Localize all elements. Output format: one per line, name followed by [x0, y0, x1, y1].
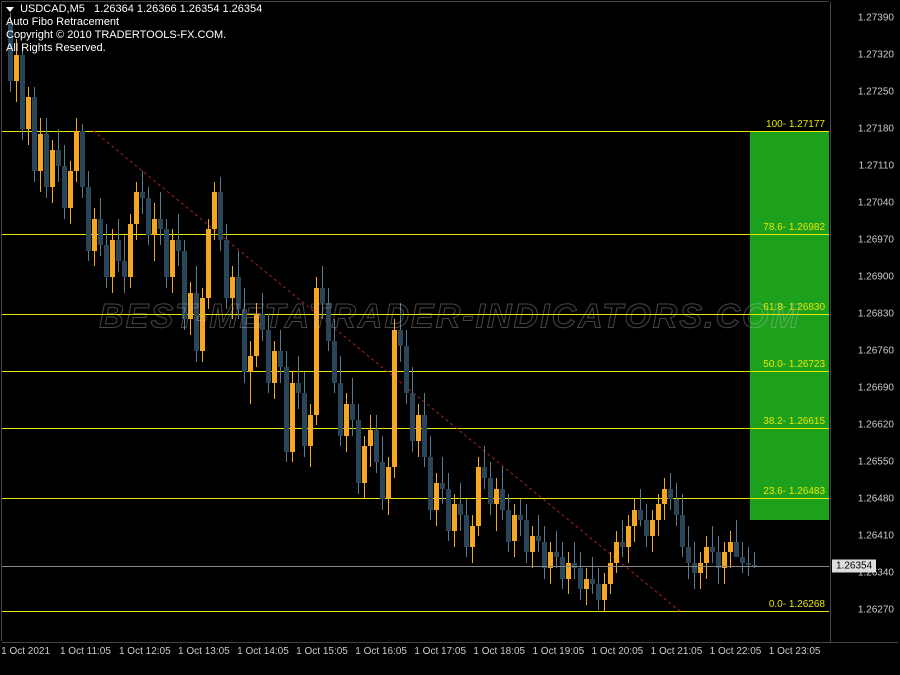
price-axis: 1.27390 1.27320 1.27250 1.27180 1.27110 1.270… [830, 2, 898, 642]
price-tick: 1.27110 [859, 160, 894, 171]
fibo-label-0.0: 0.0- 1.26268 [769, 599, 825, 610]
time-tick: 1 Oct 22:05 [710, 646, 762, 657]
fibo-level-0.0 [2, 611, 829, 612]
symbol-label: USDCAD,M5 [20, 3, 85, 15]
price-tick: 1.26620 [858, 420, 894, 431]
chart-header: USDCAD,M5 1.26364 1.26366 1.26354 1.2635… [6, 3, 262, 55]
current-price-tag: 1.26354 [832, 559, 876, 572]
fibo-level-100 [2, 131, 829, 132]
fibo-label-23.6: 23.6- 1.26483 [763, 485, 825, 496]
time-tick: 1 Oct 15:05 [296, 646, 348, 657]
time-tick: 1 Oct 18:05 [473, 646, 525, 657]
price-tick: 1.26550 [858, 457, 894, 468]
price-tick: 1.27390 [858, 12, 894, 23]
time-tick: 1 Oct 14:05 [237, 646, 289, 657]
time-tick: 1 Oct 2021 [1, 646, 50, 657]
fibo-label-100: 100- 1.27177 [766, 118, 825, 129]
time-tick: 1 Oct 20:05 [592, 646, 644, 657]
fibo-label-61.8: 61.8- 1.26830 [763, 302, 825, 313]
time-tick: 1 Oct 12:05 [119, 646, 171, 657]
fibo-projection-box [750, 131, 829, 521]
fibo-label-38.2: 38.2- 1.26615 [763, 416, 825, 427]
fibo-level-23.6 [2, 498, 829, 499]
price-tick: 1.26830 [858, 309, 894, 320]
price-tick: 1.26690 [858, 383, 894, 394]
chart-area[interactable]: 100- 1.27177 78.6- 1.26982 61.8- 1.26830 50… [2, 2, 829, 642]
time-tick: 1 Oct 16:05 [355, 646, 407, 657]
fibo-level-61.8 [2, 314, 829, 315]
price-tick: 1.26480 [858, 494, 894, 505]
time-tick: 1 Oct 13:05 [178, 646, 230, 657]
price-tick: 1.27040 [858, 197, 894, 208]
fibo-label-78.6: 78.6- 1.26982 [763, 222, 825, 233]
price-tick: 1.27250 [858, 86, 894, 97]
time-tick: 1 Oct 23:05 [769, 646, 821, 657]
fibo-level-50.0 [2, 371, 829, 372]
copyright-text: Copyright © 2010 TRADERTOOLS-FX.COM. [6, 29, 262, 42]
time-tick: 1 Oct 19:05 [532, 646, 584, 657]
time-tick: 1 Oct 21:05 [651, 646, 703, 657]
ohlc-label: 1.26364 1.26366 1.26354 1.26354 [94, 3, 262, 15]
current-price-line [2, 566, 829, 567]
indicator-name: Auto Fibo Retracement [6, 16, 262, 29]
price-tick: 1.26970 [858, 235, 894, 246]
price-tick: 1.26760 [858, 346, 894, 357]
rights-text: All Rights Reserved. [6, 42, 262, 55]
time-tick: 1 Oct 11:05 [60, 646, 111, 657]
fibo-label-50.0: 50.0- 1.26723 [763, 359, 825, 370]
time-axis: 1 Oct 2021 1 Oct 11:05 1 Oct 12:05 1 Oct 13… [2, 642, 898, 672]
symbol-dropdown-icon[interactable] [6, 7, 14, 12]
price-tick: 1.27320 [858, 49, 894, 60]
price-tick: 1.26410 [858, 531, 894, 542]
price-tick: 1.27180 [858, 123, 894, 134]
price-tick: 1.26270 [858, 605, 894, 616]
time-tick: 1 Oct 17:05 [414, 646, 466, 657]
price-tick: 1.26900 [858, 272, 894, 283]
fibo-level-78.6 [2, 234, 829, 235]
